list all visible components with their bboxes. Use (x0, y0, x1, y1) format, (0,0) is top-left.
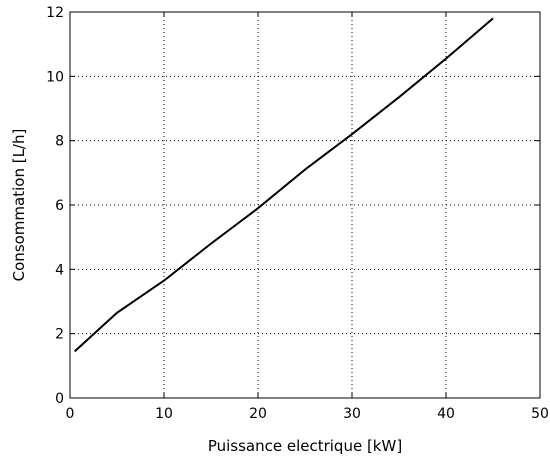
x-tick-label: 30 (343, 406, 361, 422)
series-line (74, 17, 494, 353)
x-tick-label: 0 (66, 406, 75, 422)
x-tick-label: 10 (155, 406, 173, 422)
y-tick-label: 2 (55, 327, 64, 343)
x-tick-label: 40 (437, 406, 455, 422)
plot-background (70, 12, 540, 398)
ticks (69, 11, 541, 399)
y-tick-label: 12 (46, 5, 64, 21)
y-axis-label: Consommation [L/h] (10, 129, 28, 282)
series-group (74, 17, 494, 353)
x-tick-label: 50 (531, 406, 549, 422)
grid (70, 12, 540, 398)
y-tick-label: 4 (55, 262, 64, 278)
x-tick-label: 20 (249, 406, 267, 422)
x-axis-label: Puissance electrique [kW] (208, 437, 402, 455)
y-tick-label: 0 (55, 391, 64, 407)
y-tick-label: 8 (55, 134, 64, 150)
tick-labels: 0 10 20 30 40 50 0 2 4 6 8 10 12 (46, 5, 549, 422)
y-tick-label: 6 (55, 198, 64, 214)
y-tick-label: 10 (46, 69, 64, 85)
